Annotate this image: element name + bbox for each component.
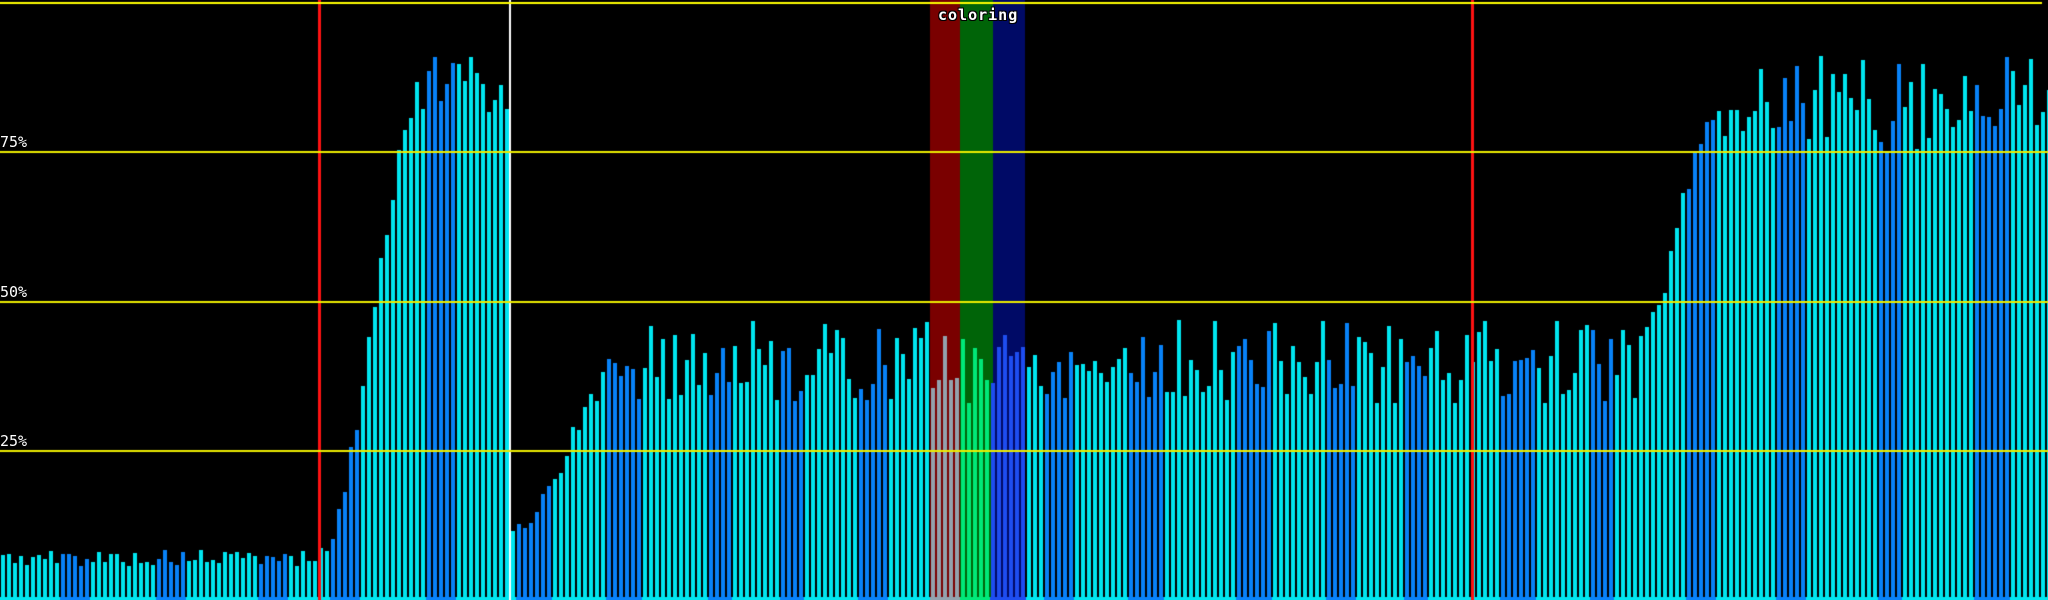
coloring-region-label: coloring	[938, 6, 1019, 24]
gridline-label-50: 50%	[0, 283, 28, 301]
gridline-label-25: 25%	[0, 432, 28, 450]
gridline-label-75: 75%	[0, 133, 28, 151]
